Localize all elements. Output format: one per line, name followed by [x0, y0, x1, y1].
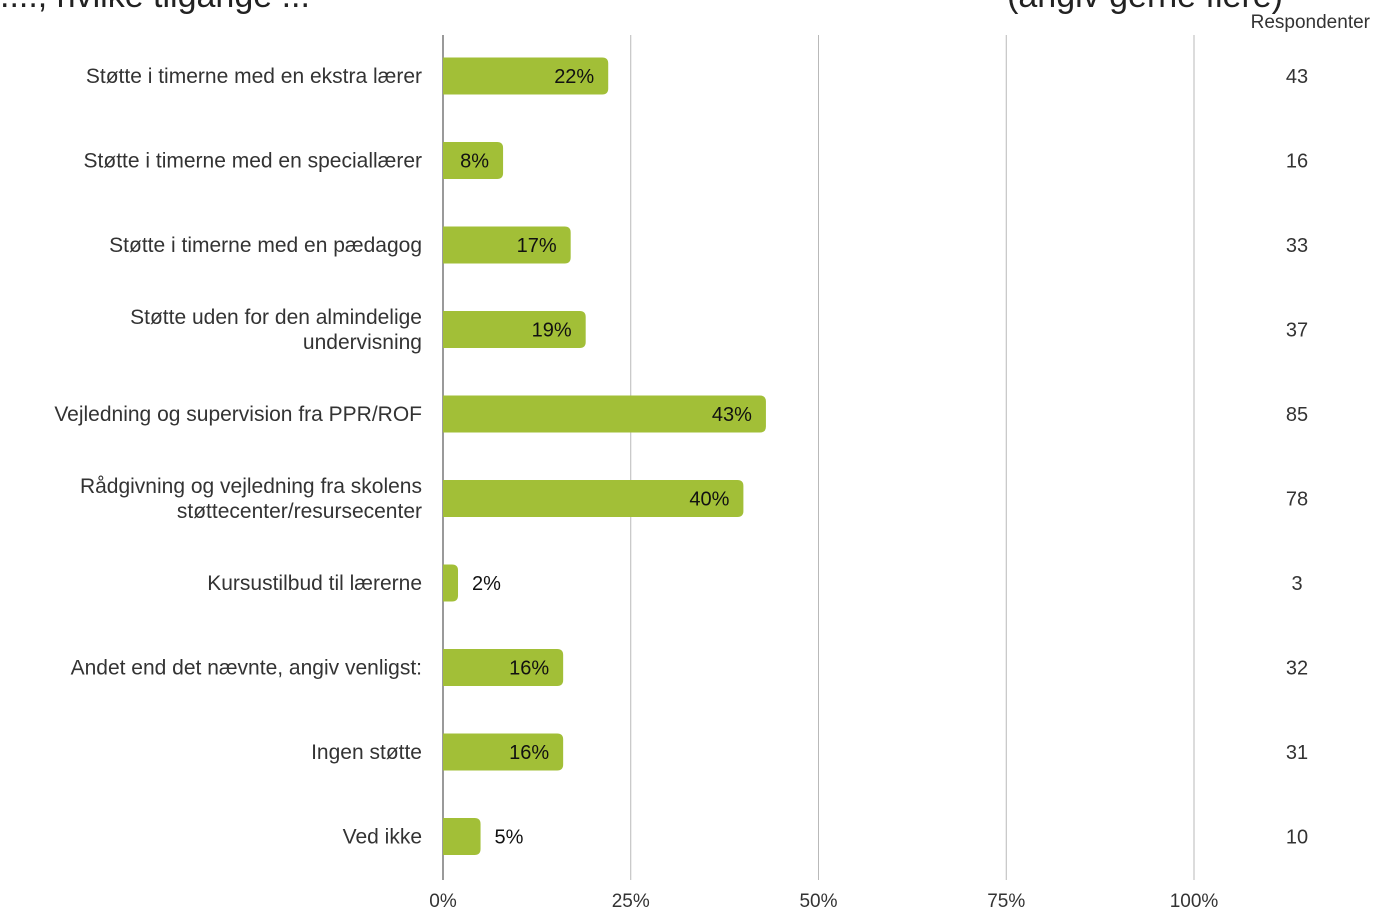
category-label: støttecenter/resursecenter [177, 500, 422, 523]
bars [443, 57, 766, 855]
bar-value-label: 17% [517, 235, 557, 257]
bar [443, 564, 459, 602]
respondents-value: 33 [1286, 235, 1308, 257]
bar [443, 818, 481, 855]
respondents-value: 31 [1286, 742, 1308, 764]
bar [443, 733, 564, 771]
category-label: undervisning [303, 331, 422, 354]
bar [443, 226, 571, 264]
title-fragment-left: ...., hvilke tilgange ... [0, 0, 310, 15]
x-tick-label: 75% [987, 891, 1025, 912]
bar-value-label: 43% [712, 404, 752, 426]
category-label: Ved ikke [343, 826, 422, 849]
category-label: Støtte i timerne med en pædagog [109, 234, 422, 257]
category-label: Vejledning og supervision fra PPR/ROF [54, 403, 422, 426]
category-label: Rådgivning og vejledning fra skolens [80, 475, 422, 498]
x-tick-label: 25% [612, 891, 650, 912]
bar-value-label: 8% [460, 151, 489, 173]
bar [443, 57, 609, 95]
respondents-value: 43 [1286, 66, 1308, 88]
bar [443, 480, 744, 517]
category-label: Ingen støtte [311, 741, 422, 764]
x-tick-label: 50% [799, 891, 837, 912]
respondents-header: Respondenter [1251, 12, 1371, 33]
bar [443, 142, 504, 179]
x-tick-label: 100% [1170, 891, 1219, 912]
respondents-value: 16 [1286, 151, 1308, 173]
bar-value-label: 16% [509, 742, 549, 764]
bar [443, 649, 564, 686]
category-label: Støtte uden for den almindelige [130, 306, 422, 329]
respondents-value: 32 [1286, 658, 1308, 680]
category-label: Støtte i timerne med en speciallærer [84, 150, 422, 173]
respondents-value: 78 [1286, 489, 1308, 511]
bar-value-label: 22% [554, 66, 594, 88]
respondents-value: 3 [1291, 573, 1302, 595]
respondents-value: 37 [1286, 320, 1308, 342]
respondents-value: 10 [1286, 827, 1308, 849]
respondents-value: 85 [1286, 404, 1308, 426]
category-label: Andet end det nævnte, angiv venligst: [71, 657, 422, 680]
category-label: Støtte i timerne med en ekstra lærer [86, 65, 422, 88]
bar-value-label: 16% [509, 658, 549, 680]
bar [443, 311, 586, 348]
bar-value-label: 40% [689, 489, 729, 511]
bar-value-label: 2% [472, 573, 501, 595]
bar-value-label: 5% [495, 827, 524, 849]
bar-value-label: 19% [532, 320, 572, 342]
category-label: Kursustilbud til lærerne [207, 572, 422, 595]
title-fragment-right: (angiv gerne flere) [1007, 0, 1283, 15]
bar [443, 395, 766, 433]
x-tick-label: 0% [429, 891, 457, 912]
